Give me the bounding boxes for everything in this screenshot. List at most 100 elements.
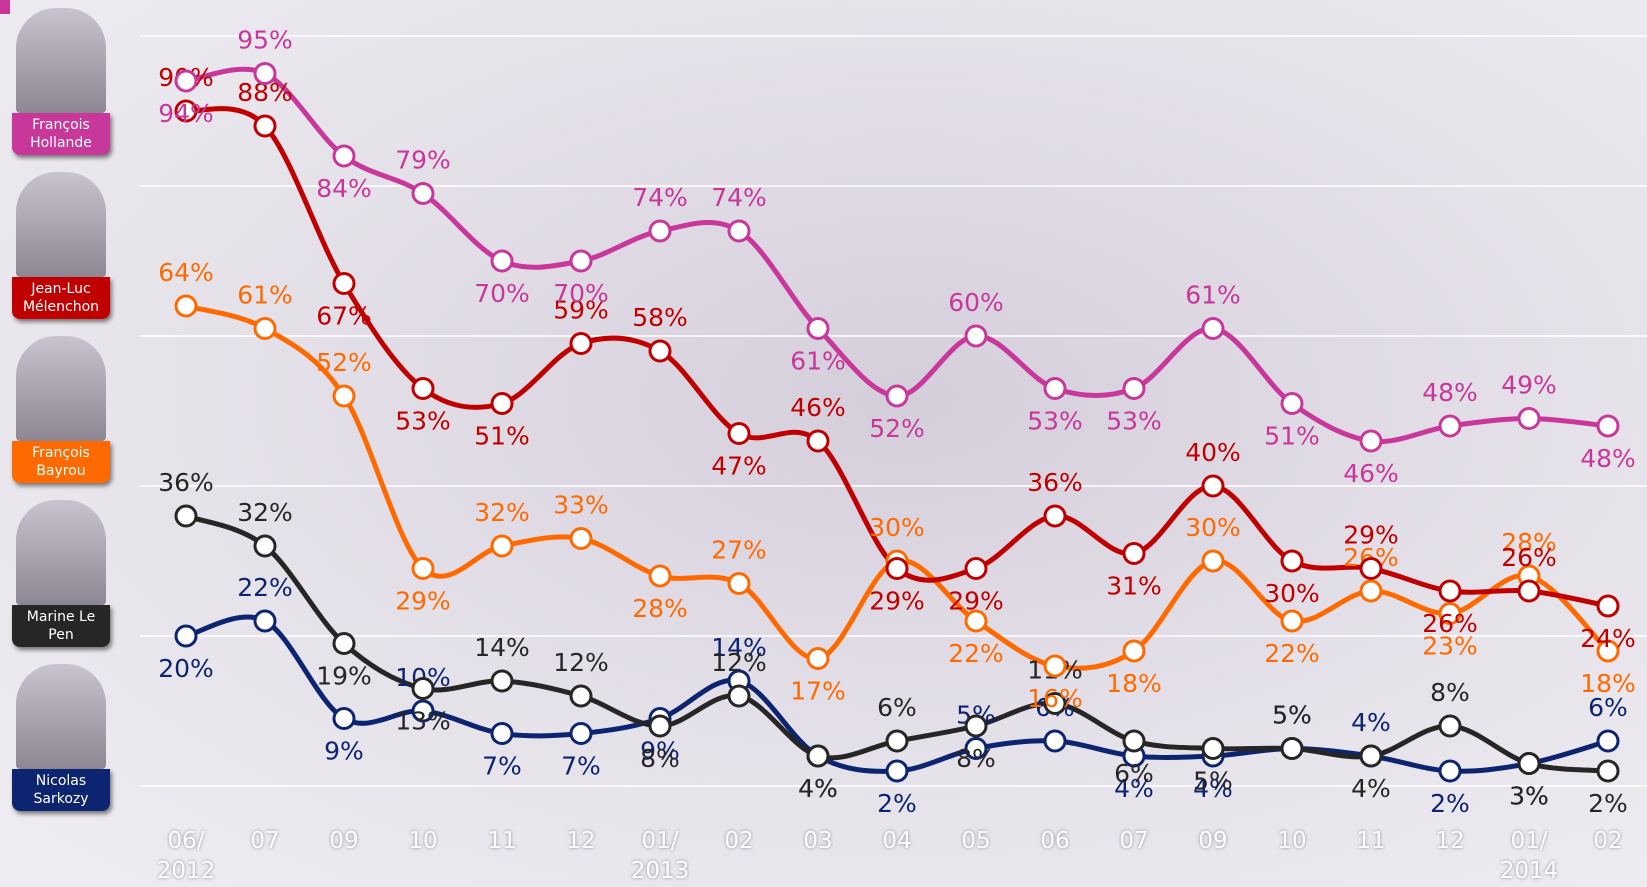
page: 20%22%9%10%7%7%9%14%4%2%5%6%4%4%5%4%2%3%… — [0, 0, 1647, 887]
x-tick-label: 11 — [1336, 826, 1406, 856]
data-point — [176, 506, 196, 526]
value-label: 8% — [1430, 678, 1470, 707]
data-point — [1440, 716, 1460, 736]
data-point — [571, 529, 591, 549]
legend-photo — [16, 8, 106, 113]
legend-entry: François Bayrou — [12, 336, 110, 488]
data-point — [1361, 581, 1381, 601]
data-point — [1519, 754, 1539, 774]
value-label: 3% — [1509, 782, 1549, 811]
value-label: 7% — [482, 752, 522, 781]
value-label: 32% — [237, 498, 293, 527]
value-label: 17% — [790, 677, 846, 706]
value-label: 61% — [1185, 281, 1241, 310]
data-point — [571, 251, 591, 271]
value-label: 29% — [869, 587, 925, 616]
value-label: 84% — [316, 174, 372, 203]
data-point — [492, 724, 512, 744]
value-label: 18% — [1580, 669, 1636, 698]
value-label: 33% — [553, 491, 609, 520]
legend-label: Nicolas Sarkozy — [12, 769, 110, 811]
data-point — [650, 341, 670, 361]
data-point — [966, 716, 986, 736]
value-label: 70% — [553, 279, 609, 308]
value-label: 53% — [1027, 407, 1083, 436]
value-label: 13% — [395, 707, 451, 736]
legend-photo — [16, 336, 106, 441]
value-label: 64% — [158, 258, 214, 287]
x-tick-label: 01/ 2014 — [1494, 826, 1564, 886]
data-point — [887, 559, 907, 579]
legend-photo — [16, 500, 106, 605]
data-point — [492, 394, 512, 414]
x-tick-label: 06/ 2012 — [151, 826, 221, 886]
value-label: 20% — [158, 654, 214, 683]
value-label: 94% — [158, 99, 214, 128]
value-label: 47% — [711, 452, 767, 481]
legend-photo — [16, 172, 106, 277]
value-label: 4% — [1351, 774, 1391, 803]
data-point — [1361, 431, 1381, 451]
data-point — [808, 319, 828, 339]
data-point — [1519, 409, 1539, 429]
data-point — [650, 716, 670, 736]
x-tick-label: 01/ 2013 — [625, 826, 695, 886]
x-tick-label: 03 — [783, 826, 853, 856]
data-point — [571, 724, 591, 744]
data-point — [334, 146, 354, 166]
value-label: 19% — [316, 662, 372, 691]
legend-entry: Marine Le Pen — [12, 500, 110, 652]
value-label: 26% — [1501, 543, 1557, 572]
data-point — [966, 559, 986, 579]
value-label: 22% — [237, 573, 293, 602]
data-point — [729, 424, 749, 444]
x-tick-label: 11 — [467, 826, 537, 856]
data-point — [1045, 731, 1065, 751]
value-label: 22% — [948, 639, 1004, 668]
value-label: 52% — [316, 348, 372, 377]
data-point — [1519, 581, 1539, 601]
data-point — [1361, 559, 1381, 579]
value-label: 12% — [711, 648, 767, 677]
x-tick-label: 12 — [546, 826, 616, 856]
data-point — [1203, 551, 1223, 571]
data-point — [255, 64, 275, 84]
x-tick-label: 09 — [1178, 826, 1248, 856]
value-label: 52% — [869, 414, 925, 443]
data-point — [1598, 761, 1618, 781]
legend-photo — [16, 664, 106, 769]
x-tick-label: 07 — [230, 826, 300, 856]
x-tick-label: 04 — [862, 826, 932, 856]
value-label: 46% — [1343, 459, 1399, 488]
value-label: 29% — [395, 587, 451, 616]
value-label: 67% — [316, 302, 372, 331]
data-point — [1045, 506, 1065, 526]
value-label: 48% — [1580, 444, 1636, 473]
data-point — [1282, 551, 1302, 571]
value-label: 74% — [632, 183, 688, 212]
value-label: 61% — [237, 281, 293, 310]
data-point — [413, 559, 433, 579]
data-point — [1598, 731, 1618, 751]
data-point — [1282, 394, 1302, 414]
data-point — [176, 71, 196, 91]
data-point — [1045, 379, 1065, 399]
data-point — [176, 296, 196, 316]
value-label: 12% — [553, 648, 609, 677]
value-label: 95% — [237, 26, 293, 55]
data-point — [492, 536, 512, 556]
value-label: 51% — [1264, 422, 1320, 451]
value-label: 58% — [632, 303, 688, 332]
data-point — [413, 379, 433, 399]
data-point — [413, 679, 433, 699]
value-label: 2% — [1588, 789, 1628, 818]
data-point — [255, 536, 275, 556]
legend-entry: Nicolas Sarkozy — [12, 664, 110, 816]
value-label: 60% — [948, 288, 1004, 317]
value-label: 5% — [1272, 701, 1312, 730]
value-label: 18% — [1106, 669, 1162, 698]
data-point — [887, 731, 907, 751]
value-label: 74% — [711, 183, 767, 212]
data-point — [255, 611, 275, 631]
value-label: 8% — [956, 744, 996, 773]
